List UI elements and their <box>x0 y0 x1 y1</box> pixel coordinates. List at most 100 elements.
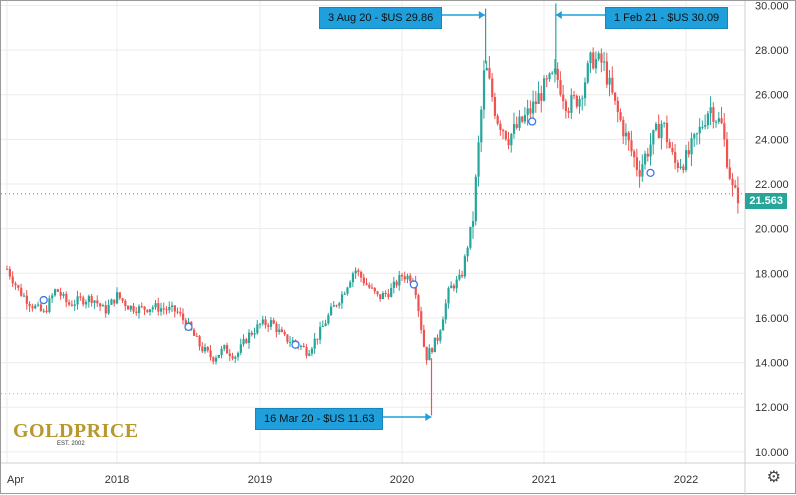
candle-body <box>113 299 116 304</box>
event-marker <box>528 117 537 126</box>
candle-body <box>559 80 562 95</box>
candle-body <box>605 61 609 85</box>
candle-body <box>439 330 442 341</box>
candle-body <box>644 153 647 165</box>
candle-body <box>261 319 264 324</box>
candle-body <box>168 306 171 311</box>
candle-body <box>324 323 327 326</box>
candle-body <box>179 311 182 314</box>
candle-body <box>62 293 65 296</box>
logo-text: GOLDPRICE <box>13 420 139 442</box>
candle-body <box>704 125 707 127</box>
candle-body <box>349 282 352 288</box>
candle-body <box>450 285 453 289</box>
candle-body <box>319 326 322 340</box>
candle-body <box>671 147 674 153</box>
candle-body <box>687 150 690 155</box>
candle-body <box>65 293 68 303</box>
candle-body <box>657 124 660 139</box>
candle-body <box>302 345 305 348</box>
x-tick-label: 2020 <box>390 474 414 486</box>
y-tick-label: 24.000 <box>755 134 789 146</box>
candle-body <box>608 77 611 85</box>
candle-body <box>245 339 248 344</box>
candle-body <box>127 306 130 310</box>
candle-body <box>635 157 639 170</box>
candle-body <box>330 306 333 316</box>
candle-body <box>305 347 308 356</box>
candle-body <box>668 142 671 148</box>
candle-body <box>299 345 303 347</box>
candle-body <box>70 304 74 306</box>
candle-body <box>154 303 157 308</box>
current-price-tag: 21.563 <box>745 193 787 209</box>
candle-body <box>665 122 669 143</box>
candle-body <box>162 308 165 310</box>
candle-body <box>20 287 23 296</box>
candle-body <box>695 133 699 135</box>
candle-body <box>201 346 204 352</box>
candle-body <box>594 59 598 69</box>
candle-body <box>485 67 488 71</box>
candle-body <box>101 305 105 307</box>
candle-body <box>387 293 390 298</box>
candle-body <box>676 162 680 168</box>
candle-body <box>614 92 617 101</box>
arrow-feb21-head <box>555 11 562 19</box>
candle-body <box>521 116 524 122</box>
y-tick-label: 16.000 <box>755 313 789 325</box>
candle-body <box>436 337 439 341</box>
candle-body <box>121 298 124 301</box>
candle-body <box>706 113 710 126</box>
candle-body <box>537 93 540 105</box>
candle-body <box>34 305 37 309</box>
candle-body <box>90 296 93 303</box>
gear-icon[interactable]: ⚙ <box>766 469 781 486</box>
candle-body <box>589 52 592 64</box>
candle-body <box>390 287 393 298</box>
candle-body <box>313 338 316 349</box>
candle-body <box>622 119 625 137</box>
candle-body <box>567 111 570 113</box>
candle-body <box>431 348 434 353</box>
candle-body <box>37 304 40 306</box>
candle-body <box>346 287 349 294</box>
candle-body <box>493 97 497 116</box>
candle-body <box>731 178 734 186</box>
candle-body <box>398 275 401 286</box>
candle-body <box>526 108 529 115</box>
candle-body <box>129 305 132 310</box>
candle-body <box>611 77 614 93</box>
candle-body <box>242 339 245 345</box>
candle-body <box>149 309 152 312</box>
candle-body <box>630 140 633 152</box>
candle-body <box>22 295 26 297</box>
candle-body <box>734 185 737 188</box>
candle-body <box>351 273 355 283</box>
candle-body <box>725 139 729 168</box>
candle-body <box>146 309 149 312</box>
candle-body <box>51 295 54 299</box>
candle-body <box>488 67 491 79</box>
candle-body <box>452 285 456 289</box>
candle-body <box>518 116 521 128</box>
candle-body <box>14 283 17 286</box>
candle-body <box>663 122 666 124</box>
candle-body <box>310 348 314 354</box>
x-tick-label: Apr <box>7 474 24 486</box>
candle-body <box>84 301 88 305</box>
candle-body <box>176 311 179 313</box>
candle-body <box>417 295 420 312</box>
candle-body <box>96 300 99 304</box>
candle-body <box>368 284 371 288</box>
candle-body <box>248 332 251 344</box>
candle-body <box>685 150 688 171</box>
candle-body <box>116 292 119 304</box>
candle-body <box>99 303 102 307</box>
candle-body <box>193 329 196 336</box>
candle-body <box>220 348 223 355</box>
candle-body <box>728 167 731 179</box>
candle-body <box>209 350 212 358</box>
candle-body <box>466 247 469 257</box>
